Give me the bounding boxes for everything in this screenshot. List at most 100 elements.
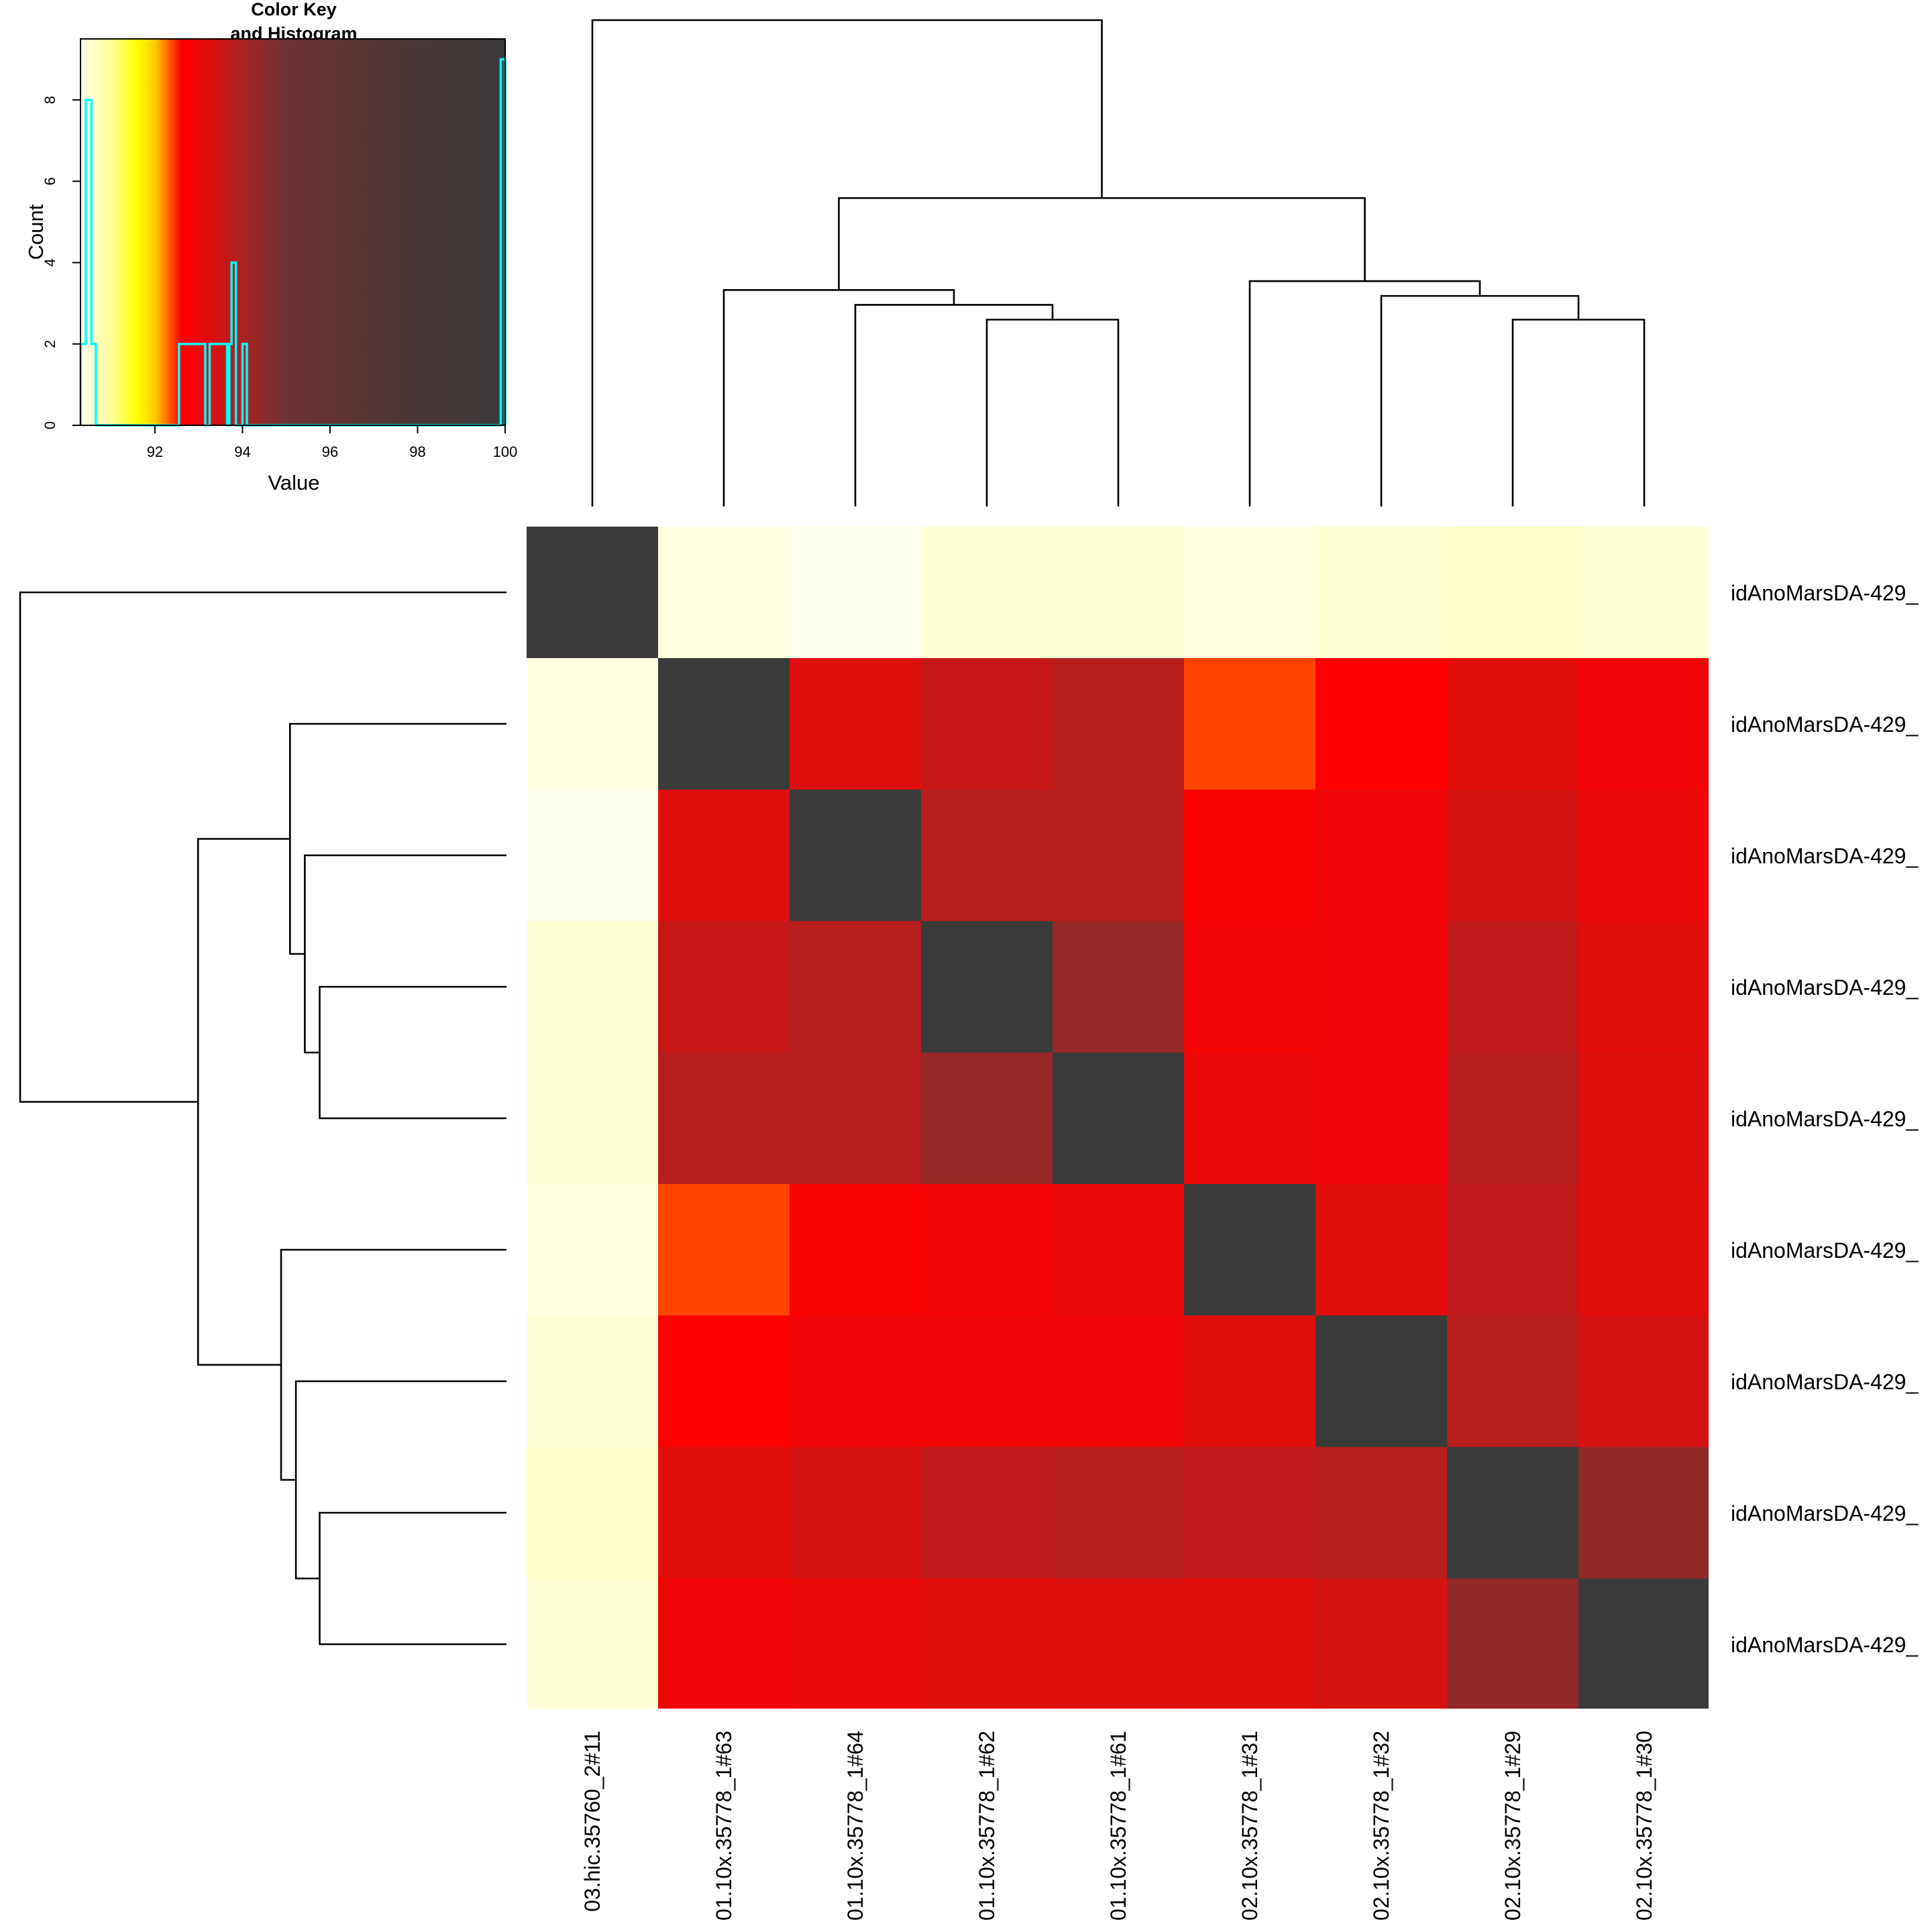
heatmap-cell-r0-c4: [1053, 527, 1185, 659]
heatmap-cell-r1-c4: [1053, 658, 1185, 790]
heatmap-cell-r3-c7: [1447, 921, 1579, 1053]
row-label-7: idAnoMarsDA-429_: [1731, 1501, 1919, 1525]
column-dendrogram-branch-6: [838, 197, 1366, 290]
color-key-histogram: Color Key and Histogram 92 94 96 98 100 0246…: [24, 0, 517, 494]
heatmap-cells: [527, 527, 1709, 1709]
x-tick-label-4: 100: [493, 443, 518, 460]
heatmap-cell-r4-c2: [790, 1053, 922, 1185]
column-label-7: 02.10x.35778_1#29: [1501, 1731, 1525, 1921]
heatmap-cell-r7-c8: [1578, 1447, 1709, 1579]
heatmap-cell-r8-c7: [1447, 1578, 1579, 1709]
color-key-y-label: Count: [24, 204, 48, 260]
heatmap-cell-r0-c8: [1578, 527, 1709, 659]
heatmap-cell-r1-c0: [527, 658, 659, 790]
row-label-8: idAnoMarsDA-429_: [1731, 1633, 1919, 1657]
heatmap-cell-r4-c7: [1447, 1053, 1579, 1185]
heatmap-cell-r8-c8: [1578, 1578, 1709, 1709]
heatmap-cell-r2-c1: [658, 790, 790, 922]
heatmap-cell-r5-c7: [1447, 1184, 1579, 1316]
heatmap-cell-r6-c1: [658, 1316, 790, 1448]
histogram-line: [79, 58, 506, 427]
row-label-0: idAnoMarsDA-429_: [1731, 581, 1919, 605]
heatmap-cell-r4-c8: [1578, 1053, 1709, 1185]
heatmap-cell-r5-c2: [790, 1184, 922, 1316]
heatmap-cell-r0-c2: [790, 527, 922, 659]
row-labels: idAnoMarsDA-429_ idAnoMarsDA-429_ idAnoMar…: [1731, 581, 1919, 1657]
heatmap-cell-r0-c0: [527, 527, 659, 659]
y-tick-label-4: 8: [42, 96, 58, 104]
column-label-8: 02.10x.35778_1#30: [1632, 1731, 1656, 1921]
column-labels: 03.hic.35760_2#11 01.10x.35778_1#63 01.10x…: [580, 1731, 1656, 1921]
heatmap-cell-r7-c7: [1447, 1447, 1579, 1579]
color-key-frame: [80, 38, 506, 426]
heatmap-cell-r2-c5: [1184, 790, 1316, 922]
heatmap-cell-r5-c8: [1578, 1184, 1709, 1316]
heatmap-cell-r4-c1: [658, 1053, 790, 1185]
heatmap-cell-r4-c0: [527, 1053, 659, 1185]
heatmap-cell-r2-c8: [1578, 790, 1709, 922]
column-dendrogram-branch-5: [1248, 280, 1481, 506]
heatmap-cell-r2-c2: [790, 790, 922, 922]
row-dendrogram-branch-5: [280, 1248, 506, 1481]
heatmap-cell-r4-c4: [1053, 1053, 1185, 1185]
heatmap-cell-r8-c0: [527, 1578, 659, 1709]
x-tick-label-0: 92: [147, 443, 163, 460]
heatmap-cell-r1-c3: [921, 658, 1053, 790]
heatmap-cell-r1-c1: [658, 658, 790, 790]
column-label-5: 02.10x.35778_1#31: [1238, 1731, 1262, 1921]
y-tick-label-3: 6: [42, 177, 58, 185]
row-label-3: idAnoMarsDA-429_: [1731, 975, 1919, 1000]
heatmap-cell-r6-c6: [1316, 1316, 1448, 1448]
row-dendrogram-branch-7: [19, 591, 506, 1103]
heatmap-cell-r4-c3: [921, 1053, 1053, 1185]
row-label-1: idAnoMarsDA-429_: [1731, 712, 1919, 737]
heatmap-cell-r8-c1: [658, 1578, 790, 1709]
heatmap-cell-r0-c7: [1447, 527, 1579, 659]
heatmap-cell-r0-c5: [1184, 527, 1316, 659]
heatmap-cell-r3-c4: [1053, 921, 1185, 1053]
color-key-x-label: Value: [268, 471, 320, 494]
heatmap-cell-r7-c0: [527, 1447, 659, 1579]
column-dendrogram-branch-3: [1380, 294, 1580, 506]
heatmap-cell-r5-c6: [1316, 1184, 1448, 1316]
column-label-3: 01.10x.35778_1#62: [975, 1731, 999, 1921]
heatmap-cell-r2-c0: [527, 790, 659, 922]
heatmap-cell-r7-c3: [921, 1447, 1053, 1579]
row-dendrogram-branch-0: [319, 985, 506, 1120]
column-dendrogram-branch-1: [1511, 319, 1646, 506]
heatmap-cell-r8-c3: [921, 1578, 1053, 1709]
heatmap-cell-r7-c1: [658, 1447, 790, 1579]
heatmap-cell-r2-c7: [1447, 790, 1579, 922]
heatmap-cell-r7-c4: [1053, 1447, 1185, 1579]
heatmap-cell-r5-c4: [1053, 1184, 1185, 1316]
heatmap-cell-r5-c1: [658, 1184, 790, 1316]
column-dendrogram-branch-2: [854, 304, 1054, 506]
heatmap-cell-r8-c5: [1184, 1578, 1316, 1709]
heatmap-cell-r6-c5: [1184, 1316, 1316, 1448]
heatmap-cell-r8-c6: [1316, 1578, 1448, 1709]
heatmap-cell-r1-c7: [1447, 658, 1579, 790]
heatmap-cell-r6-c3: [921, 1316, 1053, 1448]
heatmap-cell-r3-c0: [527, 921, 659, 1053]
y-tick-label-0: 0: [42, 421, 58, 429]
color-key-gradient-bar: [80, 39, 505, 425]
column-label-2: 01.10x.35778_1#64: [843, 1731, 867, 1921]
heatmap-cell-r0-c6: [1316, 527, 1448, 659]
heatmap-cell-r8-c4: [1053, 1578, 1185, 1709]
heatmap-cell-r3-c3: [921, 921, 1053, 1053]
color-key-y-axis: 0 2 4 6 8: [42, 96, 80, 429]
heatmap-cell-r3-c8: [1578, 921, 1709, 1053]
y-tick-label-2: 4: [42, 258, 58, 266]
heatmap-cell-r1-c5: [1184, 658, 1316, 790]
column-label-0: 03.hic.35760_2#11: [580, 1731, 604, 1912]
column-label-6: 02.10x.35778_1#32: [1369, 1731, 1393, 1921]
heatmap-cell-r7-c2: [790, 1447, 922, 1579]
heatmap-cell-r7-c5: [1184, 1447, 1316, 1579]
row-dendrogram-branch-2: [304, 854, 506, 1054]
heatmap-cell-r6-c0: [527, 1316, 659, 1448]
column-dendrogram-branch-7: [591, 19, 1103, 506]
row-label-4: idAnoMarsDA-429_: [1731, 1107, 1919, 1131]
column-label-1: 01.10x.35778_1#63: [712, 1731, 736, 1921]
heatmap-cell-r3-c1: [658, 921, 790, 1053]
